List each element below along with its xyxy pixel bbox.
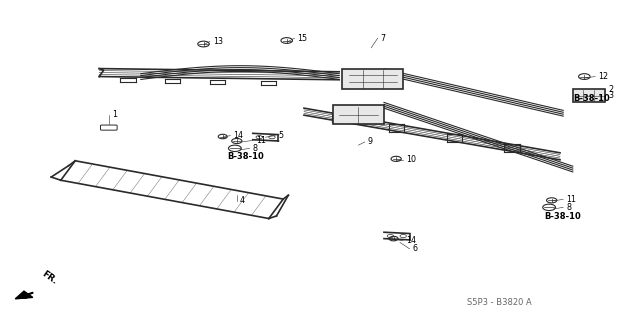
Bar xyxy=(333,105,384,124)
Text: 14: 14 xyxy=(234,131,244,140)
Text: 1: 1 xyxy=(112,110,117,119)
Text: 3: 3 xyxy=(608,91,613,100)
Text: B-38-10: B-38-10 xyxy=(227,152,264,161)
Text: 2: 2 xyxy=(608,85,613,94)
Text: B-38-10: B-38-10 xyxy=(544,212,580,221)
Text: 6: 6 xyxy=(413,244,418,253)
Bar xyxy=(573,89,605,102)
Text: S5P3 - B3820 A: S5P3 - B3820 A xyxy=(467,298,532,307)
Polygon shape xyxy=(15,291,33,299)
Text: 7: 7 xyxy=(381,34,386,43)
Text: 8: 8 xyxy=(566,203,572,212)
Text: 11: 11 xyxy=(566,195,577,204)
Text: 9: 9 xyxy=(368,137,373,146)
Text: 8: 8 xyxy=(253,144,258,153)
Text: 15: 15 xyxy=(298,34,308,43)
Text: 10: 10 xyxy=(406,155,417,164)
Text: B-38-10: B-38-10 xyxy=(573,94,609,103)
Text: 11: 11 xyxy=(256,136,266,145)
Text: 13: 13 xyxy=(213,37,223,46)
Bar xyxy=(342,69,403,89)
Text: 14: 14 xyxy=(406,236,417,245)
Text: 4: 4 xyxy=(240,197,245,205)
Text: FR.: FR. xyxy=(40,269,59,286)
Text: 12: 12 xyxy=(598,72,609,81)
FancyBboxPatch shape xyxy=(100,125,117,130)
Text: 5: 5 xyxy=(278,131,284,140)
